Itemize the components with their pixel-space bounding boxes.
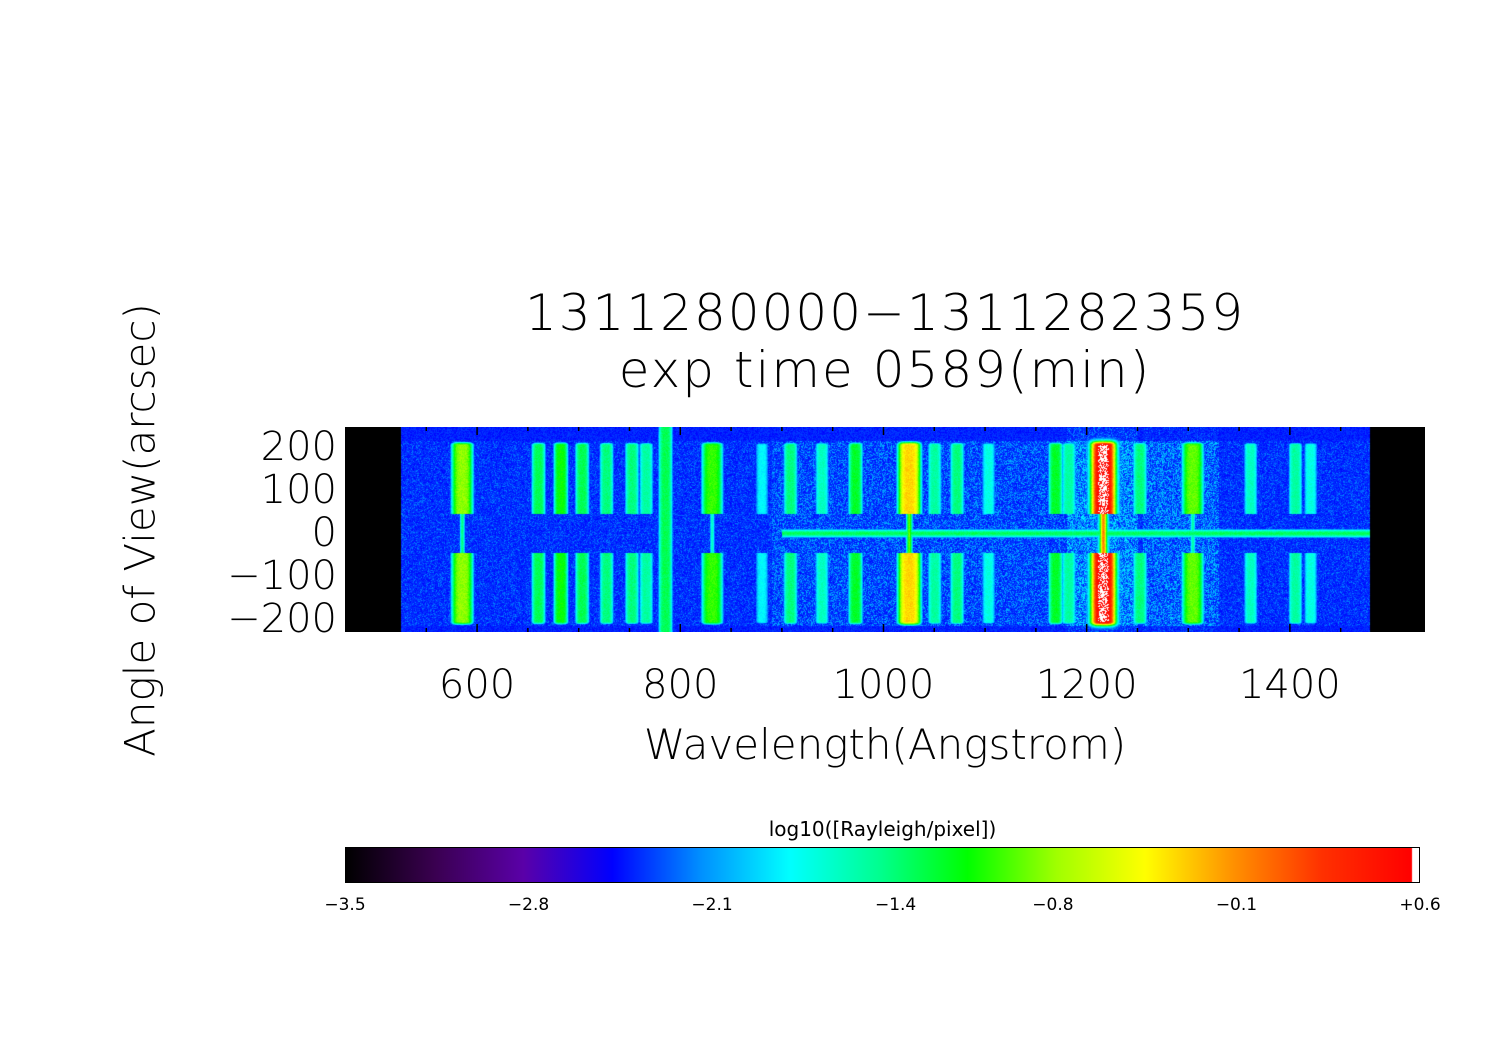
x-tick-label: 1400	[1238, 662, 1341, 708]
spectrogram-heatmap	[345, 427, 1425, 632]
x-tick-label: 800	[642, 662, 719, 708]
x-axis-label: Wavelength(Angstrom)	[643, 720, 1127, 769]
spectrogram-plot	[345, 427, 1425, 632]
y-tick-label: 200	[260, 423, 337, 470]
colorbar-tick-label: −1.4	[874, 895, 917, 915]
colorbar-tick-label: −0.1	[1215, 895, 1258, 915]
colorbar-label: log10([Rayleigh/pixel])	[768, 817, 997, 841]
y-tick-label: 100	[260, 466, 337, 513]
x-tick-label: 1000	[832, 662, 935, 708]
x-tick-label: 600	[438, 662, 516, 708]
colorbar	[345, 847, 1420, 883]
colorbar-tick-label: −2.8	[507, 895, 550, 915]
chart-title-line-2: exp time 0589(min)	[618, 341, 1152, 399]
colorbar-tick-label: −2.1	[691, 895, 733, 915]
plot-axes	[345, 427, 1425, 632]
y-tick-label: −200	[227, 596, 337, 643]
colorbar-tick-label: −0.8	[1032, 895, 1074, 915]
y-axis-label: Angle of View(arcsec)	[115, 303, 165, 757]
y-tick-label: 0	[311, 509, 337, 556]
colorbar-tick-label: −3.5	[324, 895, 366, 915]
colorbar-tick-label: +0.6	[1399, 895, 1441, 915]
chart-title-line-1: 1311280000−1311282359	[524, 284, 1246, 342]
x-tick-label: 1200	[1035, 662, 1138, 708]
y-tick-label: −100	[227, 553, 337, 599]
